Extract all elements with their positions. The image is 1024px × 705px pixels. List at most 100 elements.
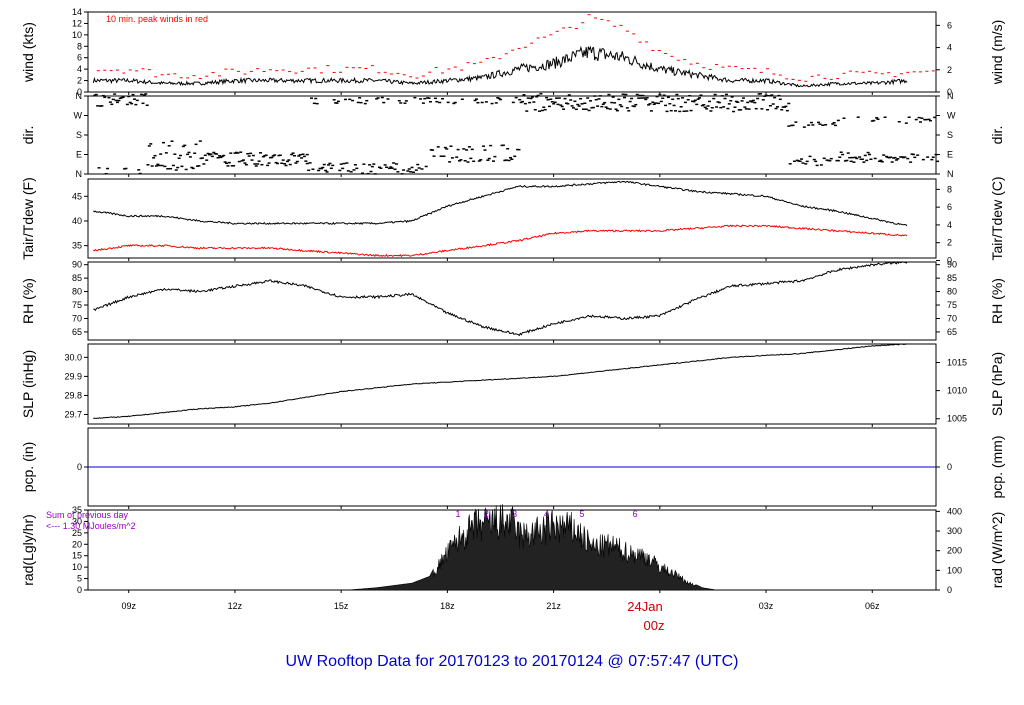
dir-mark bbox=[473, 99, 477, 102]
dir-mark bbox=[484, 101, 488, 103]
dir-mark bbox=[167, 145, 171, 147]
dir-mark bbox=[685, 110, 689, 112]
dir-mark bbox=[766, 109, 770, 111]
dir-mark bbox=[375, 98, 379, 100]
dir-mark bbox=[101, 94, 105, 97]
dir-mark bbox=[365, 99, 369, 102]
dir-mark bbox=[424, 165, 428, 168]
dir-mark bbox=[370, 165, 374, 168]
dir-mark bbox=[137, 169, 141, 171]
dir-mark bbox=[490, 102, 494, 105]
dir-mark bbox=[818, 123, 822, 125]
dir-mark bbox=[868, 153, 872, 156]
dir-mark bbox=[453, 101, 457, 104]
rh-frame bbox=[87, 261, 937, 341]
dir-mark bbox=[807, 124, 811, 126]
dir-mark bbox=[163, 165, 167, 168]
dir-mark bbox=[379, 167, 383, 169]
dir-mark bbox=[800, 158, 804, 160]
dir-mark bbox=[536, 94, 540, 97]
dir-mark bbox=[584, 108, 588, 110]
dir-mark bbox=[153, 154, 157, 157]
dir-mark bbox=[768, 105, 772, 107]
dir-mark bbox=[380, 96, 384, 99]
dir-mark bbox=[550, 101, 554, 103]
dir-mark bbox=[460, 98, 464, 101]
dir-mark bbox=[209, 153, 213, 155]
dir-mark bbox=[359, 101, 363, 104]
dir-mark bbox=[936, 160, 939, 163]
rh-tick-label-left: 85 bbox=[72, 273, 82, 283]
dir-mark bbox=[315, 102, 319, 105]
dir-mark bbox=[305, 162, 309, 165]
dir-mark bbox=[283, 163, 287, 165]
temp-tick-label-right: 2 bbox=[947, 238, 952, 248]
dir-mark bbox=[635, 93, 639, 96]
dir-mark bbox=[569, 99, 573, 101]
rh-tick-label-right: 75 bbox=[947, 300, 957, 310]
dir-mark bbox=[393, 168, 397, 171]
dir-mark bbox=[604, 106, 608, 108]
dir-mark bbox=[288, 163, 292, 166]
dir-mark bbox=[841, 153, 845, 156]
dir-mark bbox=[217, 155, 221, 157]
dir-mark bbox=[740, 100, 744, 102]
dir-mark bbox=[383, 164, 387, 166]
dir-mark bbox=[668, 102, 672, 105]
temp-ylabel: Tair/Tdew (F) bbox=[20, 177, 36, 259]
wind-frame bbox=[87, 11, 937, 93]
dir-mark bbox=[407, 168, 411, 170]
dir-mark bbox=[858, 156, 862, 158]
dir-mark bbox=[601, 103, 605, 105]
dir-frame bbox=[87, 95, 937, 175]
dir-mark bbox=[801, 162, 805, 164]
dir-mark bbox=[812, 158, 816, 161]
rad-note-line2: <--- 1.30 MJoules/m^2 bbox=[46, 521, 136, 531]
dir-mark bbox=[274, 161, 278, 164]
dir-mark bbox=[243, 162, 247, 164]
dir-mark bbox=[499, 98, 503, 101]
dir-mark bbox=[611, 96, 615, 98]
dir-mark bbox=[462, 148, 466, 150]
dir-mark bbox=[507, 159, 511, 162]
wind-ylabel-right: wind (m/s) bbox=[989, 20, 1005, 86]
dir-tick-label-right: N bbox=[947, 169, 954, 179]
dir-mark bbox=[906, 157, 910, 160]
dir-mark bbox=[459, 159, 463, 161]
dir-mark bbox=[518, 98, 522, 101]
rh-tick-label-left: 65 bbox=[72, 327, 82, 337]
dir-mark bbox=[226, 165, 230, 167]
dir-mark bbox=[463, 159, 467, 162]
dir-mark bbox=[376, 97, 380, 99]
dir-mark bbox=[442, 155, 446, 157]
rh-tick-label-left: 75 bbox=[72, 300, 82, 310]
dir-mark bbox=[834, 124, 838, 127]
dir-mark bbox=[232, 165, 236, 167]
dir-mark bbox=[348, 98, 352, 101]
dir-mark bbox=[805, 160, 809, 163]
dir-mark bbox=[523, 102, 527, 105]
wind-tick-label-left: 14 bbox=[72, 7, 82, 17]
dir-mark bbox=[639, 97, 643, 99]
dir-mark bbox=[94, 93, 98, 96]
wind-tick-label-left: 8 bbox=[77, 41, 82, 51]
dir-mark bbox=[621, 93, 625, 96]
dir-mark bbox=[703, 106, 707, 109]
dir-mark bbox=[665, 110, 669, 113]
dir-mark bbox=[336, 100, 340, 103]
dir-mark bbox=[493, 155, 497, 158]
dir-mark bbox=[261, 155, 265, 158]
dir-mark bbox=[756, 97, 760, 100]
dir-mark bbox=[828, 159, 832, 162]
dir-mark bbox=[141, 102, 145, 105]
dir-mark bbox=[785, 109, 789, 112]
dir-mark bbox=[144, 93, 148, 95]
dir-mark bbox=[220, 155, 224, 158]
dir-mark bbox=[686, 98, 690, 101]
pcp-ylabel-right: pcp. (mm) bbox=[989, 436, 1005, 499]
slp-tick-label-right: 1005 bbox=[947, 414, 967, 424]
dir-mark bbox=[308, 162, 312, 164]
dir-mark bbox=[546, 99, 550, 101]
